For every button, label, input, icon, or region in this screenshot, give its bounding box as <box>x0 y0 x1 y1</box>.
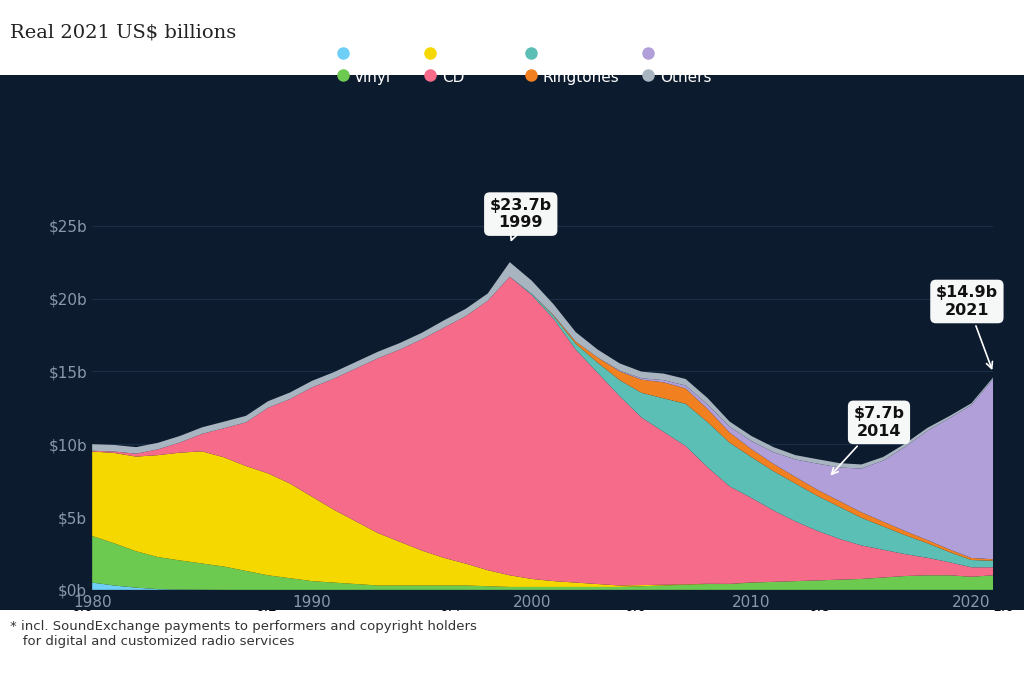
Text: $7.7b
2014: $7.7b 2014 <box>831 406 904 475</box>
Text: $14.9b
2021: $14.9b 2021 <box>936 285 998 369</box>
Text: $23.7b
1999: $23.7b 1999 <box>489 198 552 240</box>
Text: Real 2021 US$ billions: Real 2021 US$ billions <box>10 24 237 42</box>
Text: * incl. SoundExchange payments to performers and copyright holders
   for digita: * incl. SoundExchange payments to perfor… <box>10 620 477 648</box>
Legend: 8-Track, Vinyl, Cassette, CD, Downloads, Ringtones, Streaming*, Others: 8-Track, Vinyl, Cassette, CD, Downloads,… <box>331 39 755 92</box>
